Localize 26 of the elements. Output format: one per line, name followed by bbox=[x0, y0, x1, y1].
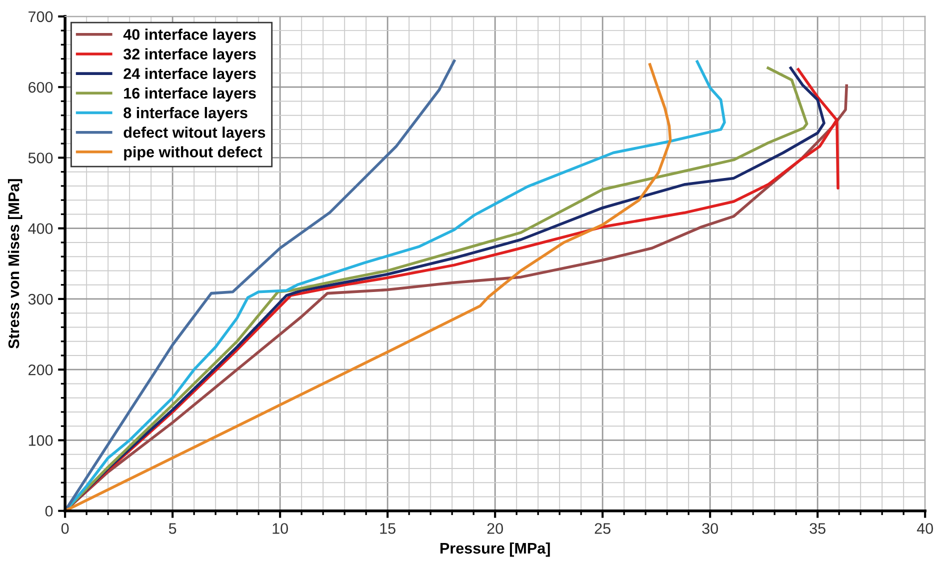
y-axis-title: Stress von Mises [MPa] bbox=[8, 179, 22, 349]
legend-label: 40 interface layers bbox=[123, 28, 256, 43]
y-tick-label: 600 bbox=[28, 82, 53, 93]
y-tick-label: 200 bbox=[28, 364, 53, 376]
y-tick-label: 100 bbox=[28, 435, 53, 446]
y-tick-label: 400 bbox=[28, 223, 53, 234]
x-tick-label: 15 bbox=[380, 523, 396, 534]
legend-label: pipe without defect bbox=[124, 146, 262, 160]
x-tick-label: 25 bbox=[594, 523, 610, 534]
y-tick-label: 500 bbox=[28, 152, 53, 164]
y-tick-label: 0 bbox=[45, 506, 53, 517]
x-tick-label: 30 bbox=[702, 523, 718, 534]
y-tick-label: 300 bbox=[28, 294, 53, 305]
x-tick-label: 0 bbox=[61, 523, 69, 534]
legend-label: 16 interface layers bbox=[124, 87, 256, 102]
legend-label: 8 interface layers bbox=[124, 107, 248, 122]
x-tick-label: 40 bbox=[916, 523, 933, 534]
legend-label: 24 interface layers bbox=[124, 68, 256, 82]
x-tick-label: 10 bbox=[272, 523, 288, 534]
legend-label: 32 interface layers bbox=[123, 48, 256, 62]
x-tick-label: 5 bbox=[168, 523, 176, 534]
x-tick-label: 35 bbox=[810, 523, 826, 534]
y-tick-label: 700 bbox=[28, 11, 53, 22]
x-tick-label: 20 bbox=[487, 523, 503, 534]
legend-label: defect witout layers bbox=[124, 126, 266, 141]
x-axis-title: Pressure [MPa] bbox=[440, 542, 550, 557]
